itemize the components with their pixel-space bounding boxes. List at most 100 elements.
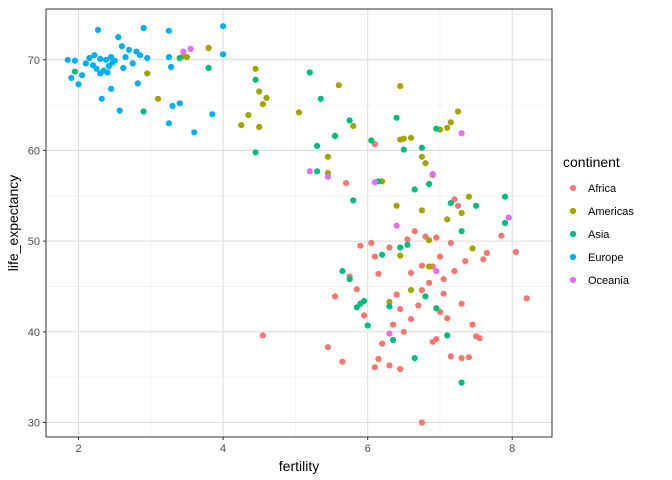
data-point-asia bbox=[397, 244, 404, 251]
data-point-oceania bbox=[429, 170, 436, 178]
data-point-africa bbox=[426, 279, 433, 286]
data-point-africa bbox=[512, 248, 520, 256]
data-point-asia bbox=[314, 168, 321, 175]
data-point-africa bbox=[397, 365, 404, 373]
data-point-americas bbox=[295, 109, 303, 116]
data-point-africa bbox=[371, 364, 378, 371]
data-point-africa bbox=[440, 276, 447, 283]
data-point-americas bbox=[324, 153, 331, 160]
data-points bbox=[64, 23, 530, 426]
data-point-americas bbox=[444, 216, 451, 223]
grid-major-lines bbox=[46, 9, 552, 437]
data-point-americas bbox=[397, 83, 404, 90]
data-point-europe bbox=[82, 60, 89, 67]
y-tick-label: 60 bbox=[28, 145, 40, 157]
data-point-americas bbox=[418, 153, 425, 160]
data-point-europe bbox=[86, 54, 93, 62]
legend-key-americas bbox=[569, 207, 577, 215]
data-point-europe bbox=[126, 46, 133, 53]
data-point-asia bbox=[339, 268, 346, 275]
data-point-europe bbox=[79, 72, 86, 79]
y-tick-label: 30 bbox=[28, 417, 40, 429]
data-point-africa bbox=[400, 328, 407, 335]
data-point-africa bbox=[451, 268, 458, 275]
x-axis-title: fertility bbox=[279, 458, 319, 474]
data-point-africa bbox=[407, 269, 415, 276]
data-point-asia bbox=[501, 219, 509, 227]
data-point-africa bbox=[469, 321, 476, 328]
data-point-africa bbox=[375, 355, 382, 363]
data-point-europe bbox=[118, 43, 125, 50]
data-point-africa bbox=[447, 353, 454, 360]
data-point-europe bbox=[209, 111, 216, 118]
data-point-africa bbox=[458, 355, 465, 362]
data-point-africa bbox=[332, 293, 339, 300]
data-point-americas bbox=[263, 94, 270, 101]
y-axis-ticks: 30 40 50 60 70 bbox=[28, 55, 46, 429]
data-point-americas bbox=[350, 122, 357, 130]
data-point-africa bbox=[483, 249, 490, 256]
data-point-americas bbox=[407, 134, 415, 141]
data-point-africa bbox=[386, 244, 393, 251]
data-point-americas bbox=[256, 88, 263, 95]
data-point-europe bbox=[108, 85, 115, 92]
data-point-americas bbox=[422, 160, 429, 167]
data-point-asia bbox=[332, 132, 339, 139]
data-point-africa bbox=[404, 236, 411, 243]
data-point-asia bbox=[71, 68, 78, 75]
data-point-africa bbox=[447, 239, 454, 246]
data-point-europe bbox=[94, 26, 102, 33]
data-point-asia bbox=[368, 137, 375, 144]
data-point-africa bbox=[375, 270, 382, 277]
data-point-africa bbox=[342, 180, 350, 187]
data-point-asia bbox=[426, 180, 433, 188]
data-point-americas bbox=[386, 298, 393, 305]
data-point-europe bbox=[91, 52, 98, 59]
legend-label-asia: Asia bbox=[588, 229, 610, 241]
data-point-europe bbox=[97, 70, 104, 77]
data-point-asia bbox=[422, 293, 429, 300]
data-point-americas bbox=[465, 193, 472, 200]
data-point-oceania bbox=[433, 268, 440, 275]
data-point-europe bbox=[122, 54, 129, 61]
data-point-africa bbox=[433, 336, 440, 343]
data-point-asia bbox=[346, 276, 353, 283]
data-point-africa bbox=[418, 287, 425, 294]
legend-key-europe bbox=[569, 253, 577, 261]
data-point-asia bbox=[357, 300, 364, 307]
data-point-europe bbox=[71, 57, 78, 64]
data-point-europe bbox=[104, 69, 111, 76]
data-point-africa bbox=[444, 315, 451, 322]
data-point-oceania bbox=[505, 214, 512, 221]
data-point-asia bbox=[364, 322, 371, 329]
data-point-africa bbox=[397, 306, 404, 313]
data-point-europe bbox=[165, 54, 172, 61]
data-point-africa bbox=[433, 234, 440, 241]
data-point-americas bbox=[393, 202, 400, 209]
data-point-asia bbox=[346, 117, 353, 124]
data-point-africa bbox=[393, 291, 400, 298]
data-point-asia bbox=[306, 69, 313, 76]
data-point-asia bbox=[252, 149, 259, 156]
data-point-americas bbox=[256, 123, 263, 130]
data-point-europe bbox=[165, 120, 172, 127]
legend-title: continent bbox=[563, 154, 620, 170]
legend-key-africa bbox=[569, 184, 577, 192]
data-point-oceania bbox=[386, 330, 393, 337]
data-point-asia bbox=[176, 54, 183, 62]
data-point-africa bbox=[523, 295, 530, 302]
data-point-europe bbox=[220, 51, 227, 58]
legend-label-americas: Americas bbox=[588, 206, 634, 218]
data-point-americas bbox=[238, 122, 245, 129]
legend-label-europe: Europe bbox=[588, 252, 623, 264]
data-point-europe bbox=[136, 52, 144, 59]
data-point-africa bbox=[454, 202, 462, 209]
data-point-europe bbox=[93, 65, 100, 72]
legend-label-oceania: Oceania bbox=[588, 275, 630, 287]
data-point-europe bbox=[64, 56, 71, 63]
data-point-asia bbox=[314, 142, 321, 149]
data-point-americas bbox=[335, 82, 342, 89]
data-point-africa bbox=[371, 253, 378, 260]
data-point-asia bbox=[433, 305, 440, 312]
